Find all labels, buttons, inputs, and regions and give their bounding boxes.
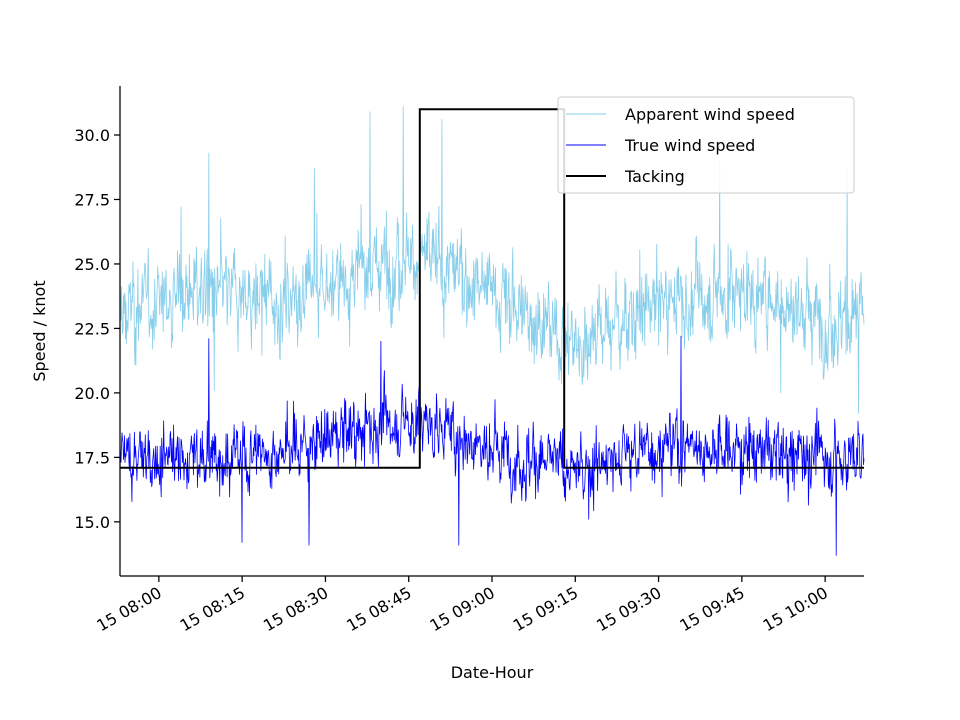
y-tick-label: 30.0: [74, 126, 110, 145]
plot-area: [119, 106, 865, 556]
x-tick-label: 15 08:45: [343, 583, 414, 635]
x-axis-label: Date-Hour: [451, 663, 534, 682]
x-tick-label: 15 09:15: [510, 583, 581, 635]
series-line-tacking: [120, 108, 864, 469]
y-tick-label: 27.5: [74, 190, 110, 209]
y-tick-label: 15.0: [74, 513, 110, 532]
y-tick-label: 25.0: [74, 255, 110, 274]
y-axis-label: Speed / knot: [30, 280, 49, 381]
series-layer: [119, 106, 865, 556]
legend-entry-label: Tacking: [624, 167, 685, 186]
x-ticks: 15 08:00 15 08:15 15 08:30 15 08:45 15 09:00…: [93, 576, 831, 635]
y-tick-label: 20.0: [74, 384, 110, 403]
legend-entry-label: True wind speed: [624, 136, 755, 155]
x-tick-label: 15 09:30: [593, 583, 664, 635]
series-line-apparent-wind-speed: [119, 106, 865, 414]
legend-entry-label: Apparent wind speed: [625, 105, 795, 124]
x-tick-label: 15 08:00: [93, 583, 164, 635]
x-tick-label: 15 10:00: [760, 583, 831, 635]
x-tick-label: 15 09:00: [427, 583, 498, 635]
y-ticks: 15.0 17.5 20.0 22.5 25.0 27.5 30.0: [74, 126, 120, 532]
x-tick-label: 15 08:15: [177, 583, 248, 635]
x-tick-label: 15 09:45: [676, 583, 747, 635]
legend: Apparent wind speed True wind speed Tackin…: [557, 96, 855, 194]
series-line-true-wind-speed: [119, 335, 865, 556]
x-tick-label: 15 08:30: [260, 583, 331, 635]
y-tick-label: 22.5: [74, 319, 110, 338]
y-tick-label: 17.5: [74, 448, 110, 467]
legend-box: [557, 96, 855, 194]
